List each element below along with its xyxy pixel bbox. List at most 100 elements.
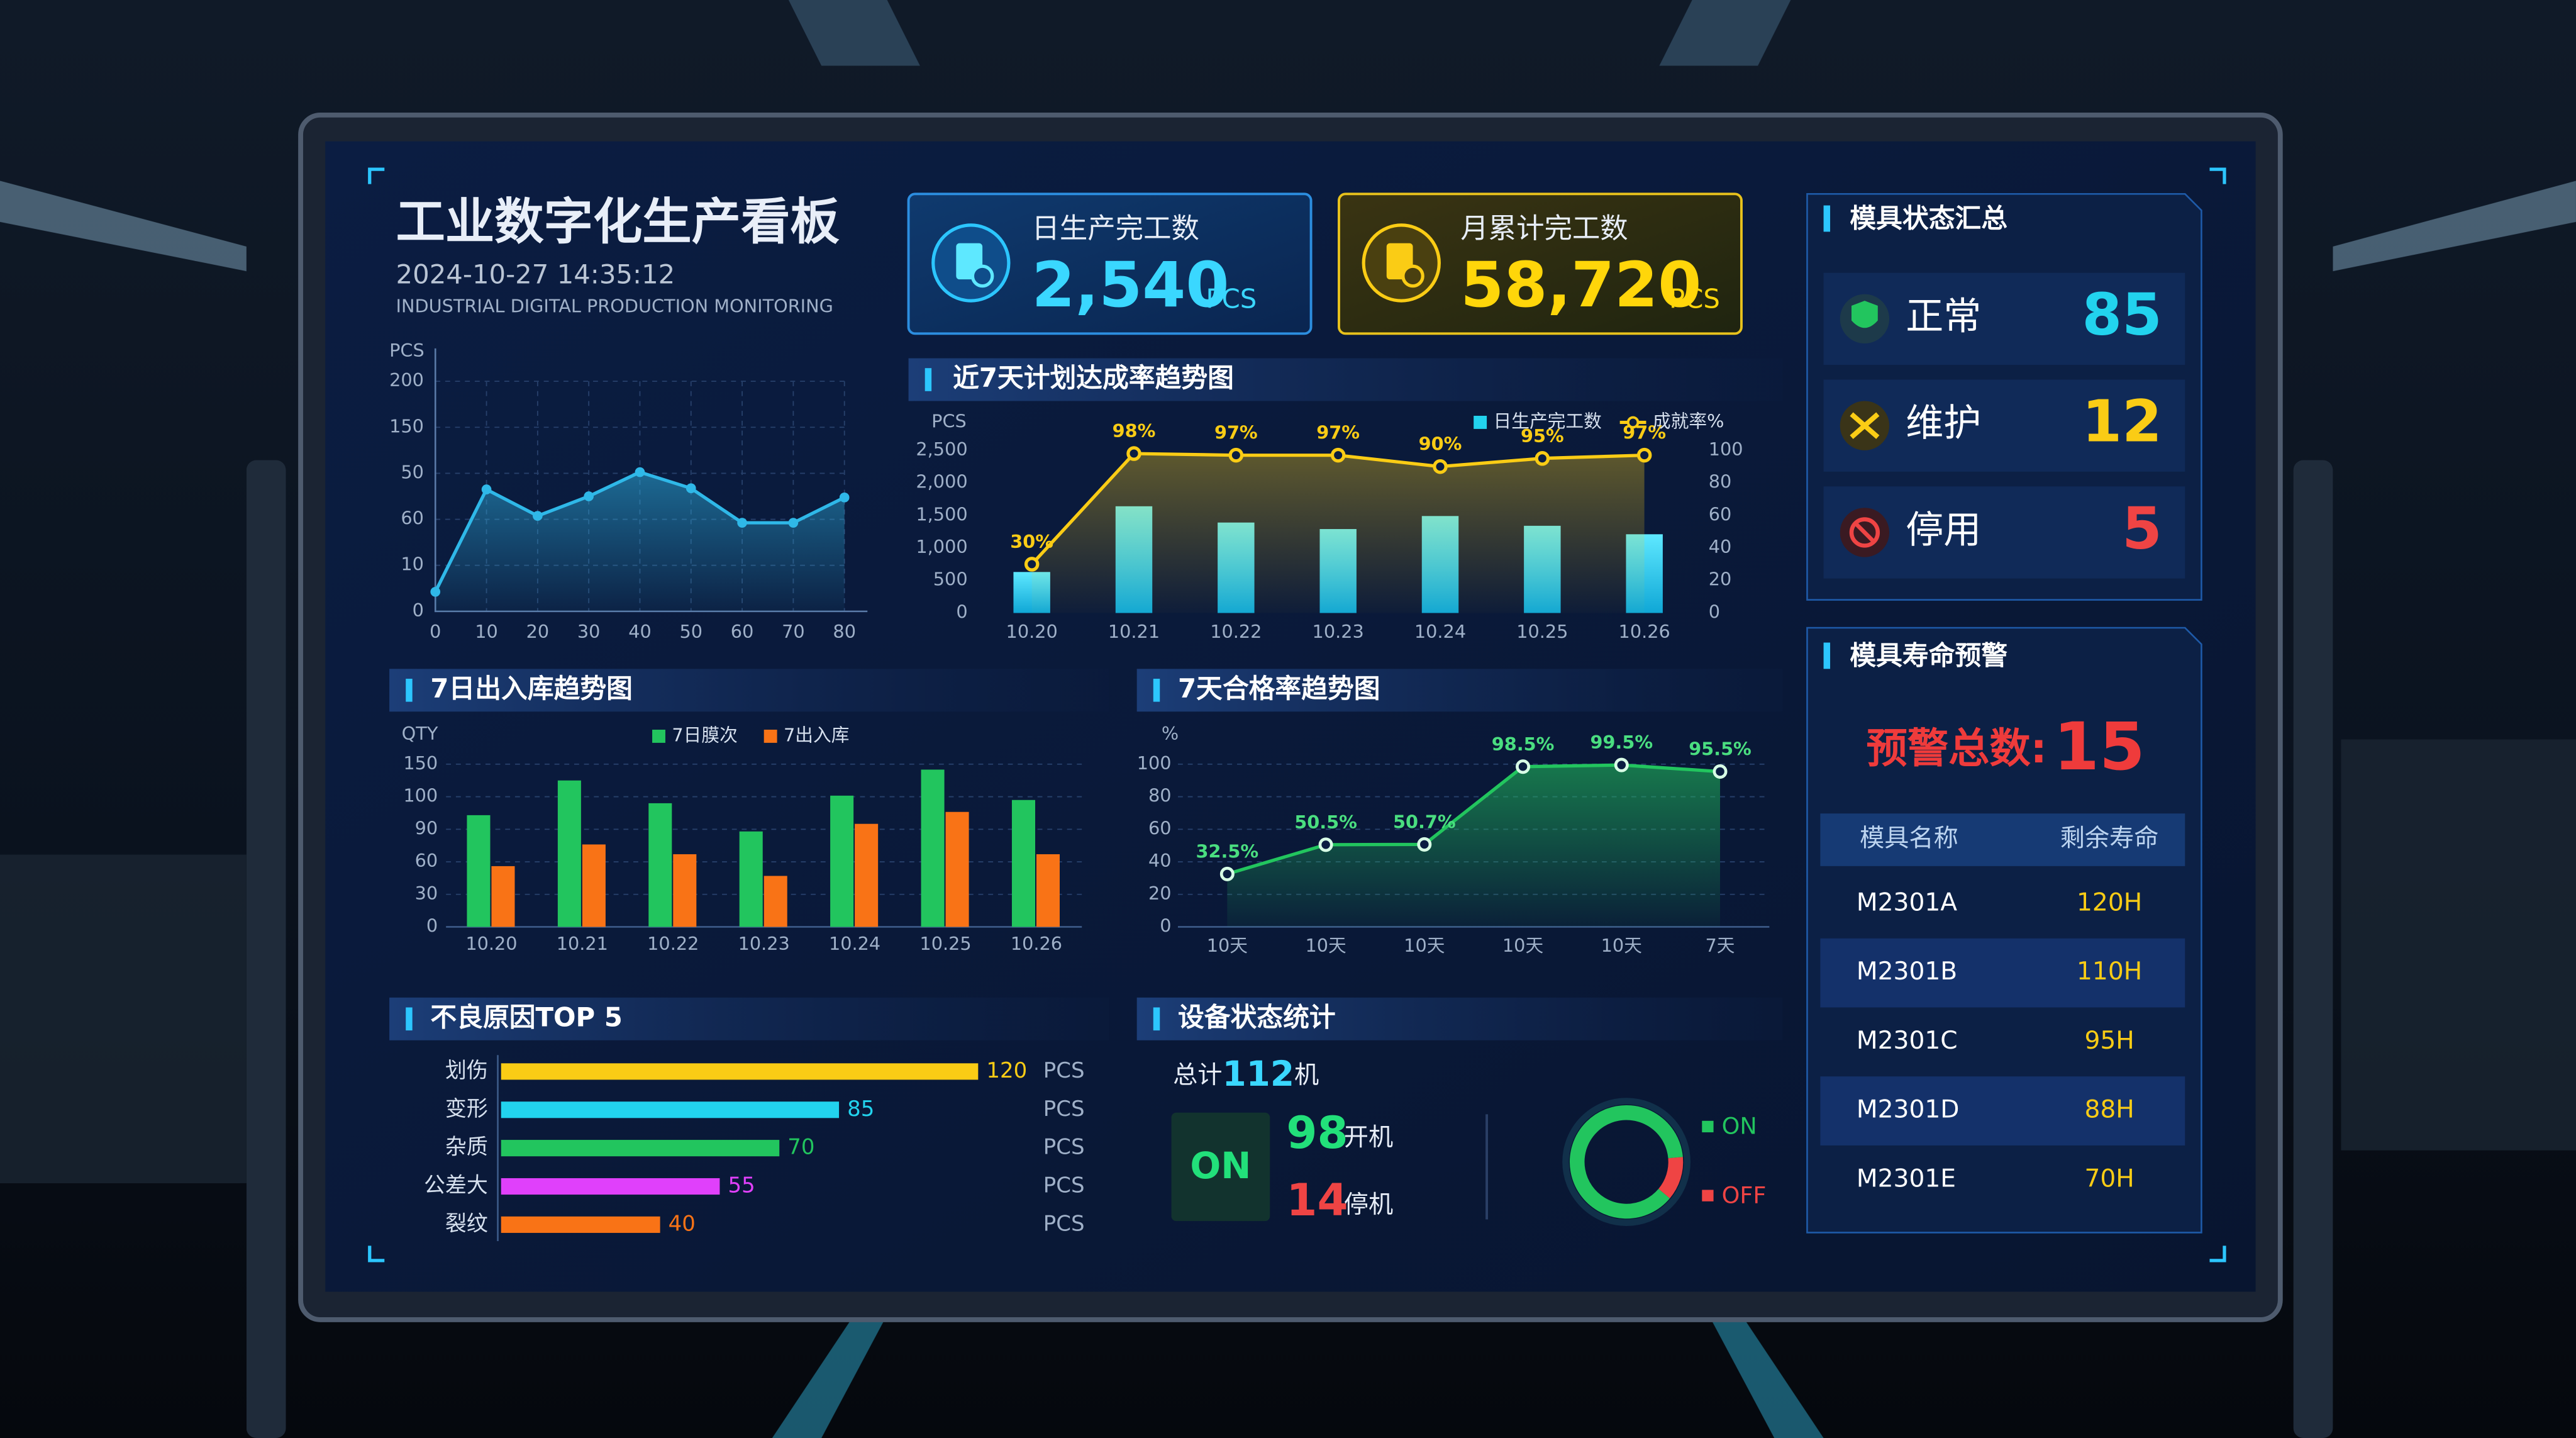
category-label: 杂质 <box>445 1135 488 1160</box>
legend-marker <box>763 729 777 743</box>
donut-segment <box>1570 1105 1683 1219</box>
status-value: 12 <box>2082 388 2162 455</box>
equipment-panel: 总计112机 ON 98 开机 14 停机 <box>1171 1054 1489 1226</box>
bar <box>491 866 515 927</box>
point <box>584 491 594 501</box>
y-tick-label: 2,000 <box>916 471 967 493</box>
data-label: 32.5% <box>1196 840 1259 862</box>
y-tick-label: 0 <box>1709 601 1720 622</box>
point <box>1228 447 1244 463</box>
mold-status-panel: 模具状态汇总 <box>1806 192 2202 601</box>
panel-title: 模具寿命预警 <box>1850 640 2007 671</box>
section-title: 7日出入库趋势图 <box>430 673 633 704</box>
bar <box>673 854 697 927</box>
point <box>1330 447 1346 463</box>
off-count: 14 <box>1286 1174 1348 1226</box>
category-label: 变形 <box>445 1096 488 1122</box>
table-cell: M2301E <box>1857 1164 1956 1193</box>
total-unit: 机 <box>1294 1061 1319 1090</box>
point <box>1219 866 1235 881</box>
x-tick-label: 10.24 <box>1414 621 1466 642</box>
y-tick-label: 60 <box>1148 817 1172 839</box>
y-tick-label: 0 <box>956 601 967 622</box>
warning-total: 预警总数: 15 <box>1867 708 2145 785</box>
y-tick-label: 10 <box>401 554 424 575</box>
point <box>788 518 799 528</box>
status-label: 正常 <box>1906 294 1981 338</box>
page-title: 工业数字化生产看板 <box>396 193 840 250</box>
stand-right <box>2293 460 2333 1438</box>
y-axis-label: % <box>1162 723 1179 744</box>
y-tick-label: 1,000 <box>916 536 967 557</box>
y-tick-label: 20 <box>1709 569 1732 590</box>
x-tick-label: 80 <box>833 621 856 642</box>
category-label: 公差大 <box>424 1173 488 1198</box>
unit-label: PCS <box>1043 1058 1085 1083</box>
point <box>430 586 441 597</box>
bar <box>557 780 581 927</box>
bar <box>501 1101 840 1118</box>
x-tick-label: 7天 <box>1706 935 1735 956</box>
total-prefix: 总计 <box>1173 1061 1222 1090</box>
section-header: 7日出入库趋势图 <box>389 669 1109 712</box>
x-tick-label: 10 <box>475 621 498 642</box>
kpi-value: 2,540 <box>1031 249 1229 321</box>
bar <box>1036 854 1060 927</box>
y-tick-label: 1,500 <box>916 503 967 525</box>
y-tick-label: 40 <box>1148 850 1172 871</box>
kpi-card: 月累计完工数 58,720 PCS <box>1338 192 1743 335</box>
y-tick-label: 150 <box>403 752 438 774</box>
table-cell: 110H <box>2077 957 2142 986</box>
y-tick-label: 0 <box>426 915 438 936</box>
point <box>1417 837 1432 852</box>
on-label: 开机 <box>1344 1123 1393 1152</box>
status-label: 维护 <box>1906 401 1981 445</box>
column-header: 模具名称 <box>1860 825 1958 853</box>
y-tick-label: 60 <box>401 508 424 529</box>
bar <box>501 1140 780 1157</box>
area <box>1227 765 1721 927</box>
bar <box>1011 800 1036 927</box>
row-background <box>1820 1076 2185 1145</box>
x-tick-label: 40 <box>628 621 652 642</box>
section-header: 7天合格率趋势图 <box>1136 669 1783 712</box>
y-tick-label: 80 <box>1148 785 1172 806</box>
y-axis-label: PCS <box>931 410 967 432</box>
line <box>1226 763 1721 876</box>
unit-label: PCS <box>1043 1135 1085 1160</box>
x-tick-label: 10天 <box>1601 935 1642 956</box>
y-tick-label: 20 <box>1148 883 1172 904</box>
bar <box>763 876 787 927</box>
row-background <box>1820 938 2185 1008</box>
category-label: 划伤 <box>445 1058 488 1083</box>
y-tick-label: 2,500 <box>916 438 967 460</box>
y-tick-label: 100 <box>403 785 438 806</box>
point <box>1636 447 1652 463</box>
y-tick-label: 0 <box>413 599 424 621</box>
x-tick-label: 20 <box>526 621 550 642</box>
section-header: 近7天计划达成率趋势图 <box>908 358 1783 401</box>
x-tick-label: 10.20 <box>465 933 517 954</box>
bar <box>582 844 606 927</box>
legend-label: 7出入库 <box>784 724 849 745</box>
point <box>686 483 696 494</box>
point <box>737 518 747 528</box>
section-title: 不良原因TOP 5 <box>430 1001 622 1032</box>
table-cell: M2301A <box>1857 888 1957 917</box>
x-tick-label: 10.25 <box>919 933 971 954</box>
data-label: 55 <box>728 1173 755 1198</box>
bar <box>855 823 879 927</box>
kpi-unit: PCS <box>1206 284 1257 315</box>
x-tick-label: 10.24 <box>829 933 880 954</box>
x-tick-label: 0 <box>430 621 441 642</box>
legend-marker <box>1702 1190 1714 1201</box>
status-value: 5 <box>2122 494 2162 562</box>
y-tick-label: 100 <box>1709 438 1743 460</box>
x-tick-label: 10天 <box>1502 935 1543 956</box>
data-label: 97% <box>1214 422 1258 443</box>
legend-marker <box>652 729 665 743</box>
warning-value: 15 <box>2053 708 2145 785</box>
x-tick-label: 30 <box>577 621 601 642</box>
area <box>435 472 845 611</box>
